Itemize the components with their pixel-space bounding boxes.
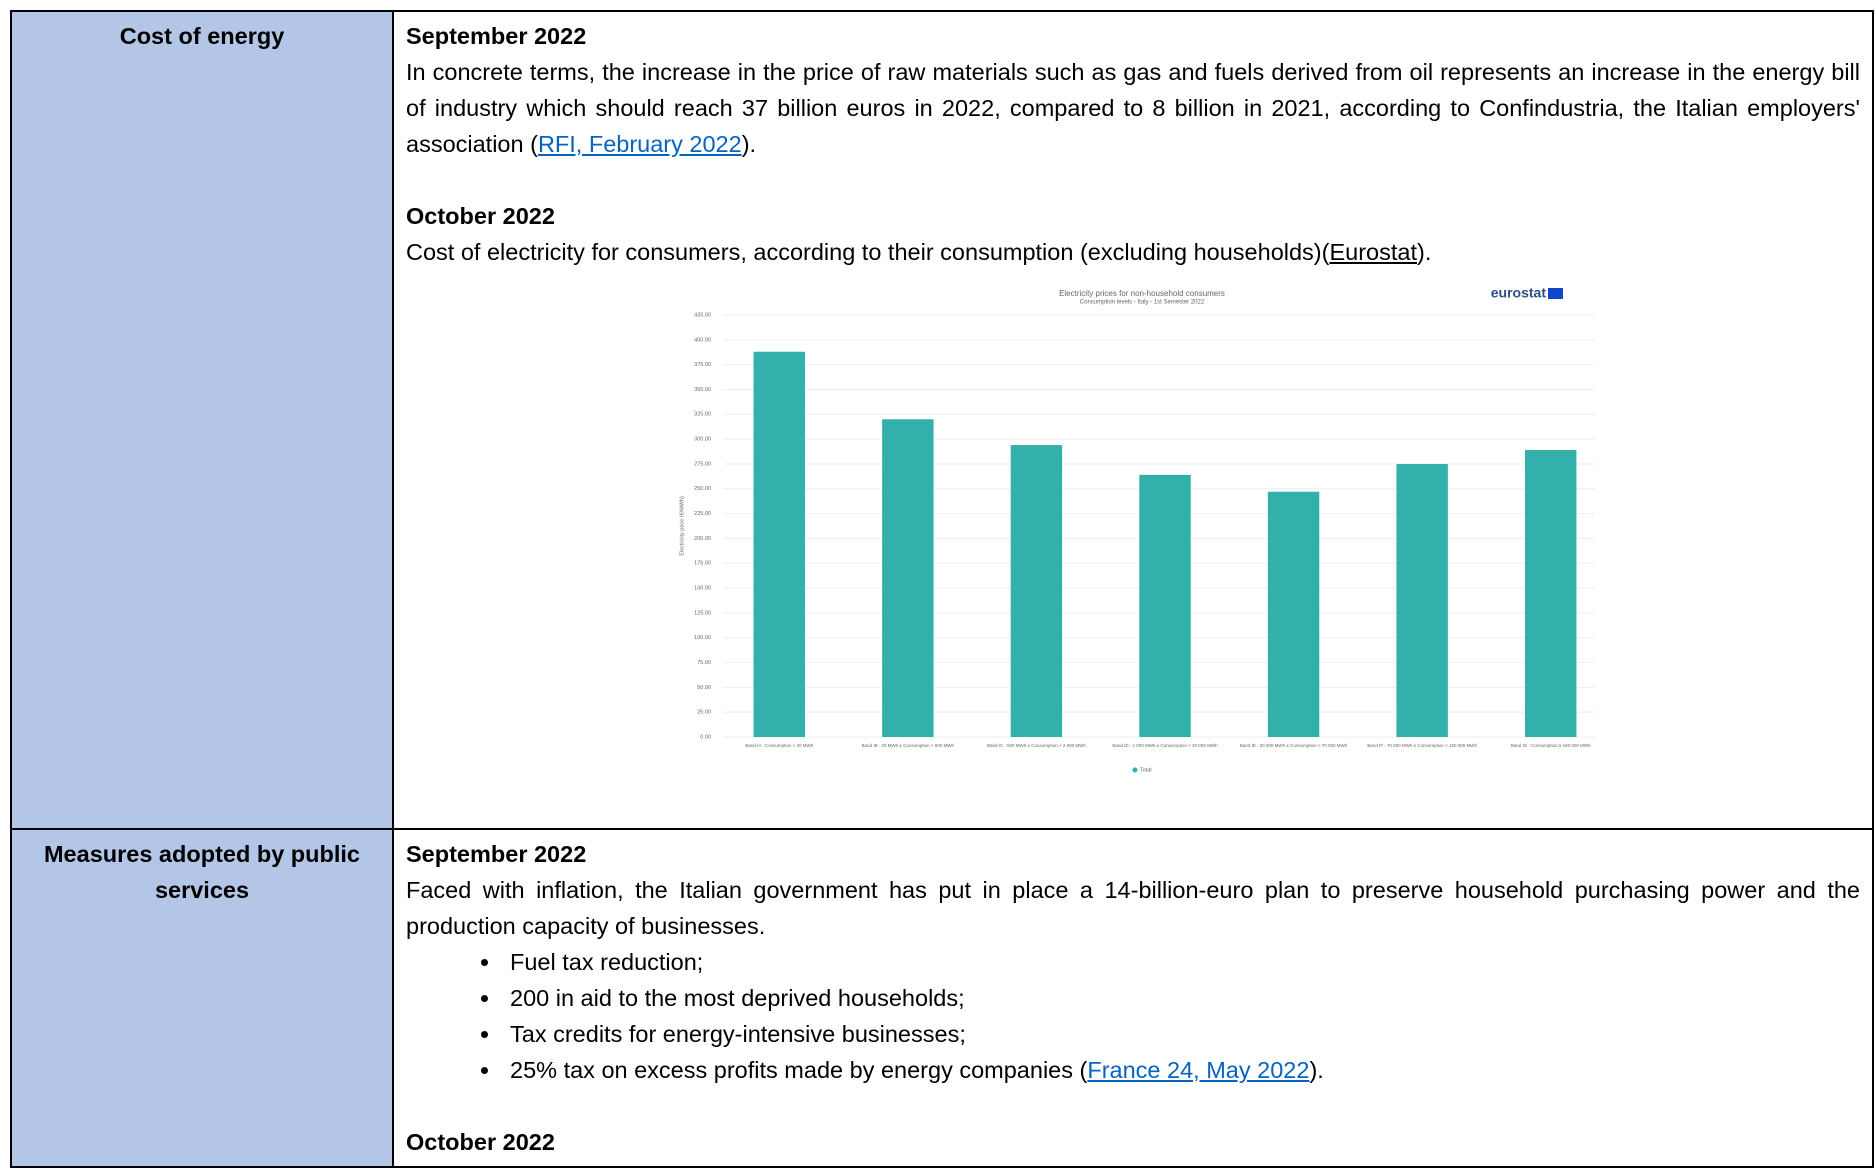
brand: eurostat [1491,285,1547,301]
y-tick-label: 25.00 [697,710,711,716]
bar [882,419,934,737]
x-tick-label: Band IG : Consumption ≥ 150 000 MWh [1511,743,1591,748]
row-label: Cost of energy [10,10,394,830]
y-tick-label: 100.00 [694,635,711,641]
row: Measures adopted by public services Sept… [10,828,1874,1168]
y-axis-label: Electricity price (€/MWh) [679,496,685,556]
x-tick-label: Band IA : Consumption < 20 MWh [745,743,813,748]
text: 25% tax on excess profits made by energy… [510,1057,1088,1083]
entry-heading: September 2022 [406,841,587,867]
chart-title: Electricity prices for non-household con… [1059,289,1225,298]
y-tick-label: 300.00 [694,437,711,443]
y-tick-label: 50.00 [697,685,711,691]
text: ). [1417,239,1432,265]
bar [1396,463,1448,737]
y-tick-label: 325.00 [694,412,711,418]
text: Cost of electricity for consumers, accor… [406,239,1330,265]
bullet-list: Fuel tax reduction; 200 in aid to the mo… [406,944,1860,1088]
bar [1139,474,1191,737]
y-tick-label: 175.00 [694,561,711,567]
bullet: Fuel tax reduction; [502,944,1860,980]
chart-subtitle: Consumption levels - Italy - 1st Semeste… [1080,300,1205,306]
row-content: September 2022 In concrete terms, the in… [392,10,1874,830]
bullet: Tax credits for energy-intensive busines… [502,1016,1860,1052]
row-label: Measures adopted by public services [10,828,394,1168]
y-tick-label: 0.00 [700,734,711,740]
y-tick-label: 250.00 [694,486,711,492]
y-tick-label: 400.00 [694,337,711,343]
x-tick-label: Band IB : 20 MWh ≤ Consumption < 500 MWh [862,743,955,748]
bar [1267,491,1320,737]
y-tick-label: 350.00 [694,387,711,393]
text: ). [1309,1057,1324,1083]
entry-heading: September 2022 [406,23,587,49]
paragraph: In concrete terms, the increase in the p… [406,54,1860,162]
row: Cost of energy September 2022 In concret… [10,10,1874,830]
y-tick-label: 425.00 [694,312,711,318]
y-tick-label: 275.00 [694,461,711,467]
row-content: September 2022 Faced with inflation, the… [392,828,1874,1168]
y-tick-label: 200.00 [694,536,711,542]
x-tick-label: Band IF : 70 000 MWh ≤ Consumption < 150… [1367,743,1477,748]
link[interactable]: Eurostat [1329,239,1417,265]
text: In concrete terms, the increase in the p… [406,59,1860,157]
legend-label: Total [1140,767,1152,773]
paragraph: Cost of electricity for consumers, accor… [406,234,1860,270]
paragraph: Faced with inflation, the Italian govern… [406,877,1860,939]
x-tick-label: Band IC : 500 MWh ≤ Consumption < 2 000 … [987,743,1086,748]
bullet: 200 in aid to the most deprived househol… [502,980,1860,1016]
y-tick-label: 150.00 [694,586,711,592]
eu-flag [1548,288,1563,299]
bar [1525,450,1577,737]
y-tick-label: 225.00 [694,511,711,517]
x-tick-label: Band IE : 20 000 MWh ≤ Consumption < 70 … [1240,743,1348,748]
entry-heading: October 2022 [406,203,555,229]
y-tick-label: 75.00 [697,660,711,666]
chart: Electricity prices for non-household con… [679,285,1595,773]
text: ). [741,131,757,157]
link[interactable]: France 24, May 2022 [1087,1057,1310,1083]
legend-marker [1132,767,1138,773]
bar [1010,445,1063,737]
bar [753,351,805,737]
y-tick-label: 375.00 [694,362,711,368]
x-tick-label: Band ID : 2 000 MWh ≤ Consumption < 20 0… [1112,743,1218,748]
bullet: 25% tax on excess profits made by energy… [502,1052,1860,1088]
info-table: Cost of energy September 2022 In concret… [10,10,1874,1168]
y-tick-label: 125.00 [694,610,711,616]
entry-heading: October 2022 [406,1129,555,1155]
link[interactable]: RFI, February 2022 [537,131,742,157]
